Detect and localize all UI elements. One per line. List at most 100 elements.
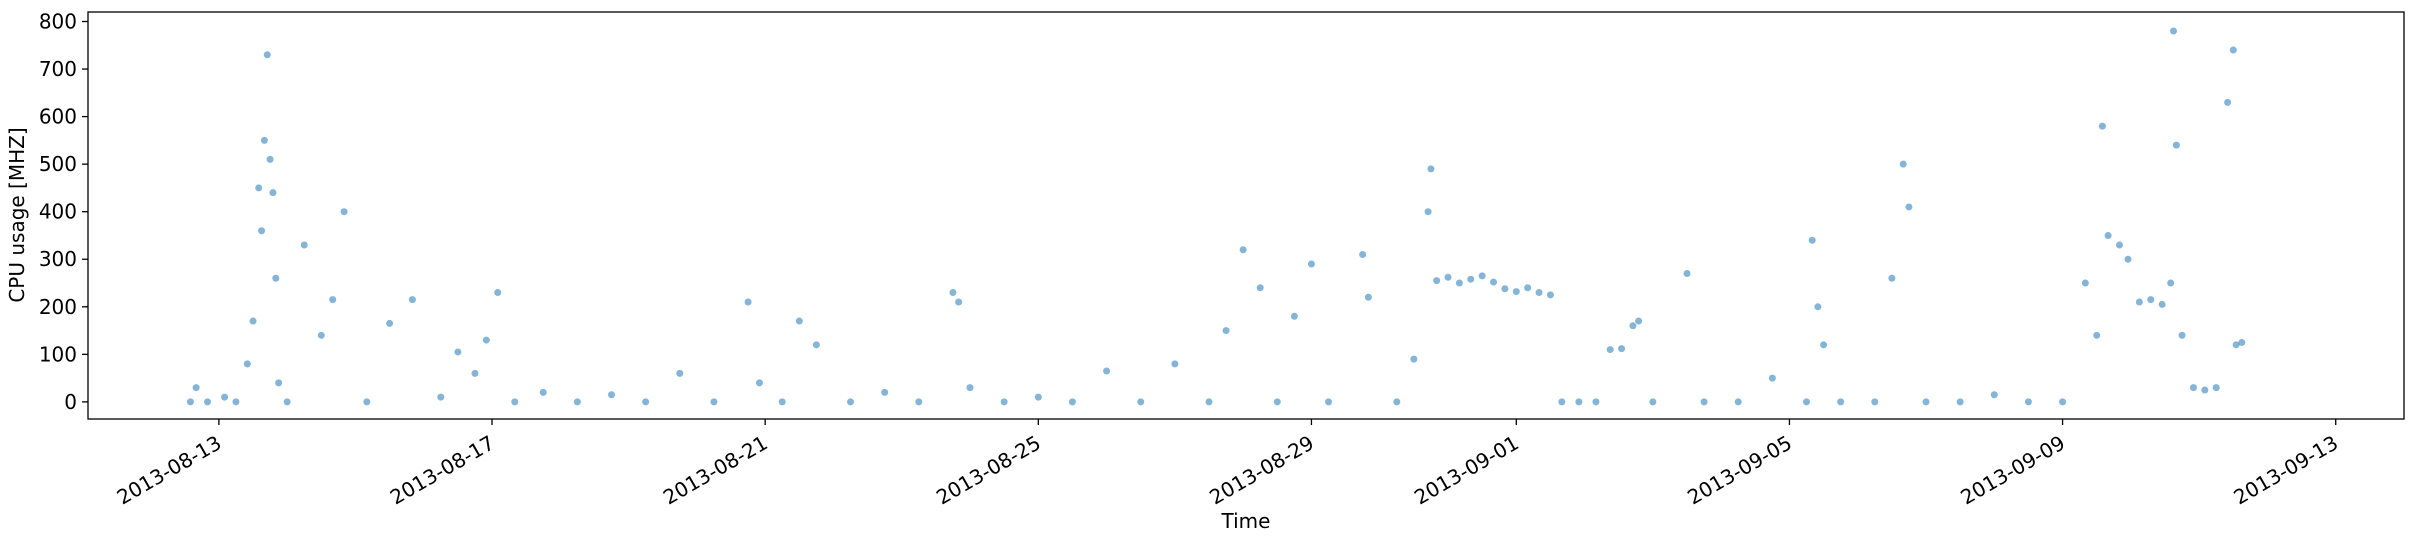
x-tick-label: 2013-09-01 — [1410, 431, 1523, 510]
data-point — [437, 393, 445, 401]
data-point — [1103, 367, 1111, 375]
data-point — [1455, 279, 1463, 287]
data-point — [511, 398, 519, 406]
data-point — [1256, 284, 1264, 292]
data-point — [1393, 398, 1401, 406]
data-point — [1814, 303, 1822, 311]
data-point — [795, 317, 803, 325]
data-point — [2098, 122, 2106, 130]
data-point — [1635, 317, 1643, 325]
data-point — [847, 398, 855, 406]
data-point — [1905, 203, 1913, 211]
data-point — [1467, 275, 1475, 283]
data-point — [1734, 398, 1742, 406]
data-point — [2201, 386, 2209, 394]
data-point — [249, 317, 257, 325]
data-point — [2238, 338, 2246, 346]
data-point — [1558, 398, 1566, 406]
data-point — [2172, 141, 2180, 149]
data-point — [1205, 398, 1213, 406]
data-point — [1068, 398, 1076, 406]
data-point — [1837, 398, 1845, 406]
data-point — [2189, 384, 2197, 392]
data-point — [1700, 398, 1708, 406]
data-point — [272, 274, 280, 282]
data-point — [1433, 277, 1441, 285]
data-point — [1364, 293, 1372, 301]
data-point — [744, 298, 752, 306]
data-point — [710, 398, 718, 406]
data-point — [1444, 273, 1452, 281]
data-point — [1683, 270, 1691, 278]
x-tick-label: 2013-09-13 — [2230, 431, 2343, 510]
data-point — [1359, 250, 1367, 258]
data-point — [2170, 27, 2178, 35]
y-tick-label: 500 — [39, 152, 77, 176]
data-point — [1618, 345, 1626, 353]
data-point — [1307, 260, 1315, 268]
plot-frame — [87, 11, 2405, 420]
x-tick-label: 2013-08-17 — [386, 431, 499, 510]
data-point — [482, 336, 490, 344]
data-point — [2158, 300, 2166, 308]
x-tick-label: 2013-08-29 — [1205, 431, 1318, 510]
y-tick-label: 0 — [64, 390, 77, 414]
y-axis-title: CPU usage [MHZ] — [5, 127, 29, 302]
y-tick-label: 200 — [39, 295, 77, 319]
data-point — [1888, 274, 1896, 282]
data-point — [243, 360, 251, 368]
y-tick-label: 600 — [39, 105, 77, 129]
data-point — [2081, 279, 2089, 287]
x-tick-label: 2013-09-05 — [1683, 431, 1796, 510]
data-point — [317, 331, 325, 339]
data-point — [1501, 285, 1509, 293]
data-point — [1490, 278, 1498, 286]
data-point — [1922, 398, 1930, 406]
data-point — [363, 398, 371, 406]
data-point — [2124, 255, 2132, 263]
data-point — [539, 388, 547, 396]
data-point — [881, 388, 889, 396]
data-point — [258, 227, 266, 235]
data-point — [1171, 360, 1179, 368]
data-point — [608, 391, 616, 399]
data-point — [1410, 355, 1418, 363]
data-point — [2135, 298, 2143, 306]
data-point — [1546, 291, 1554, 299]
data-point — [1325, 398, 1333, 406]
data-point — [1512, 288, 1520, 296]
y-tick-label: 700 — [39, 57, 77, 81]
data-point — [1768, 374, 1776, 382]
data-point — [221, 393, 229, 401]
data-point — [1649, 398, 1657, 406]
data-point — [1592, 398, 1600, 406]
data-point — [1820, 341, 1828, 349]
data-point — [1000, 398, 1008, 406]
y-tick-label: 400 — [39, 200, 77, 224]
data-point — [263, 51, 271, 59]
data-point — [2212, 384, 2220, 392]
data-point — [2178, 331, 2186, 339]
data-point — [454, 348, 462, 356]
data-point — [1871, 398, 1879, 406]
data-point — [755, 379, 763, 387]
x-axis-title: Time — [1221, 509, 1271, 533]
data-point — [386, 319, 394, 327]
data-point — [812, 341, 820, 349]
data-point — [2147, 296, 2155, 304]
data-point — [1427, 165, 1435, 173]
data-point — [676, 369, 684, 377]
data-point — [966, 384, 974, 392]
x-tick-label: 2013-09-09 — [1956, 431, 2069, 510]
data-point — [2115, 241, 2123, 249]
data-point — [1034, 393, 1042, 401]
data-point — [283, 398, 291, 406]
data-point — [1222, 327, 1230, 335]
data-point — [2104, 231, 2112, 239]
data-point — [1239, 246, 1247, 254]
x-tick-label: 2013-08-13 — [113, 431, 226, 510]
data-point — [300, 241, 308, 249]
data-point — [408, 296, 416, 304]
data-point — [232, 398, 240, 406]
